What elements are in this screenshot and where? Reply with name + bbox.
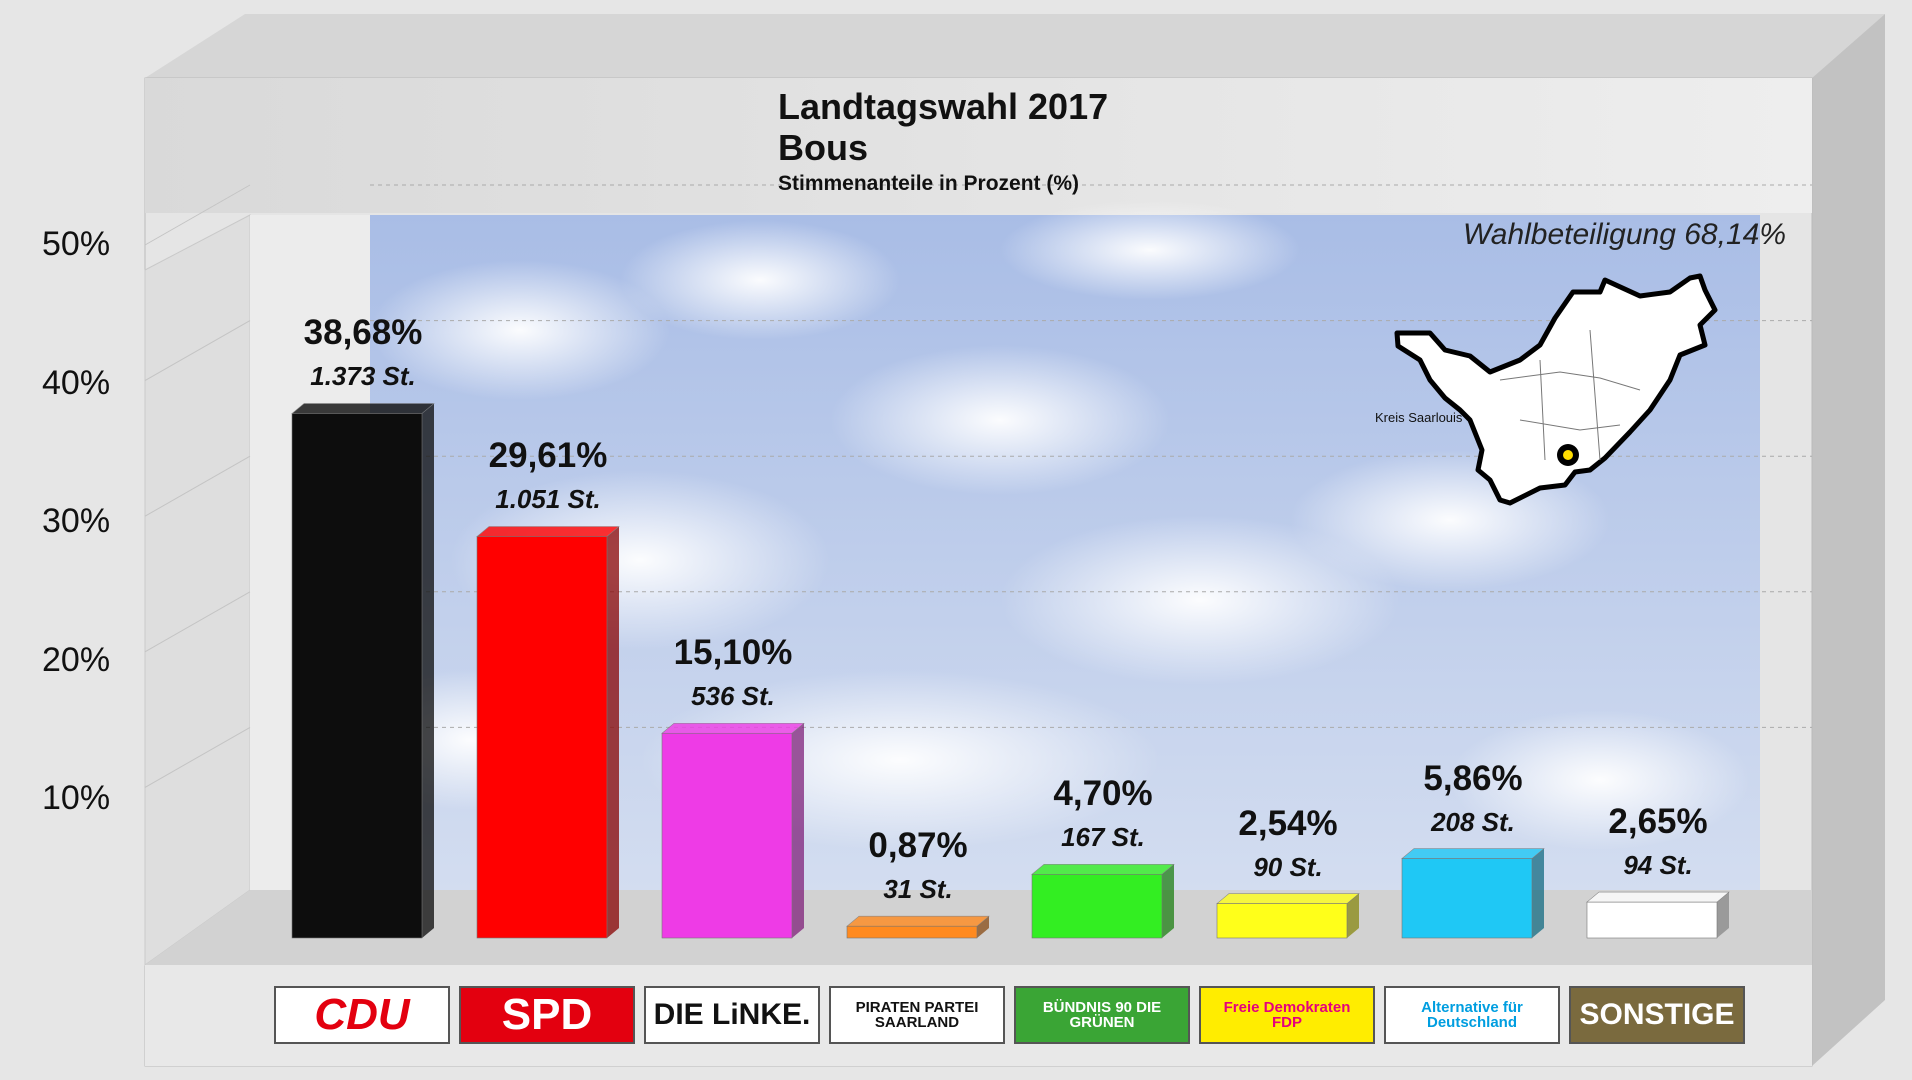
bar-grne bbox=[1031, 863, 1175, 939]
gridline-side bbox=[144, 320, 251, 382]
gridline-side bbox=[144, 591, 251, 653]
bars bbox=[291, 403, 1730, 939]
y-tick-label: 50% bbox=[42, 225, 111, 263]
y-tick-label: 10% bbox=[42, 779, 111, 818]
y-tick-label: 30% bbox=[42, 502, 111, 541]
votes-label: 536 St. bbox=[691, 681, 775, 712]
party-logo: SONSTIGE bbox=[1569, 986, 1745, 1044]
value-label: 4,70% bbox=[1053, 774, 1153, 814]
district-map bbox=[1394, 273, 1718, 506]
plot-left-wall bbox=[144, 214, 251, 966]
bar-spd bbox=[476, 526, 620, 939]
map-label: Kreis Saarlouis bbox=[1375, 410, 1463, 425]
value-label: 15,10% bbox=[673, 633, 793, 673]
chart-caption: Stimmenanteile in Prozent (%) bbox=[778, 172, 1080, 195]
votes-label: 1.373 St. bbox=[310, 361, 416, 392]
votes-label: 167 St. bbox=[1061, 822, 1145, 853]
party-logo: CDU bbox=[274, 986, 450, 1044]
chart-title: Landtagswahl 2017 bbox=[778, 86, 1109, 127]
y-tick-label: 20% bbox=[42, 640, 111, 679]
party-logo: SPD bbox=[459, 986, 635, 1044]
party-logo: Alternative für Deutschland bbox=[1384, 986, 1560, 1044]
value-label: 2,54% bbox=[1238, 803, 1338, 843]
value-label: 2,65% bbox=[1608, 802, 1708, 842]
frame-right bbox=[1812, 14, 1885, 1066]
party-logo: BÜNDNIS 90 DIE GRÜNEN bbox=[1014, 986, 1190, 1044]
bar-cdu bbox=[291, 403, 435, 939]
gridline-side bbox=[144, 455, 251, 517]
title-band bbox=[145, 78, 1812, 213]
frame-top bbox=[145, 14, 1885, 78]
party-logo: PIRATEN PARTEI SAARLAND bbox=[829, 986, 1005, 1044]
gridline-side bbox=[144, 726, 251, 788]
y-tick-label: 40% bbox=[42, 363, 111, 402]
value-label: 0,87% bbox=[868, 826, 968, 866]
party-logo: DIE LiNKE. bbox=[644, 986, 820, 1044]
votes-label: 208 St. bbox=[1431, 806, 1515, 837]
bar-afd bbox=[1401, 848, 1545, 939]
party-logo: Freie Demokraten FDP bbox=[1199, 986, 1375, 1044]
votes-label: 90 St. bbox=[1253, 851, 1323, 882]
chart-subtitle: Bous bbox=[778, 127, 868, 168]
votes-label: 94 St. bbox=[1623, 850, 1693, 881]
gridline-side bbox=[144, 184, 251, 246]
bar-fdp bbox=[1216, 893, 1360, 939]
bar-dielinke bbox=[661, 722, 805, 939]
value-label: 38,68% bbox=[303, 313, 423, 353]
value-label: 29,61% bbox=[488, 436, 608, 476]
votes-label: 31 St. bbox=[883, 874, 953, 905]
votes-label: 1.051 St. bbox=[495, 484, 601, 515]
value-label: 5,86% bbox=[1423, 758, 1523, 798]
bar-sonstige bbox=[1586, 891, 1730, 939]
turnout-label: Wahlbeteiligung 68,14% bbox=[1462, 218, 1786, 251]
bar-piraten bbox=[846, 915, 990, 939]
